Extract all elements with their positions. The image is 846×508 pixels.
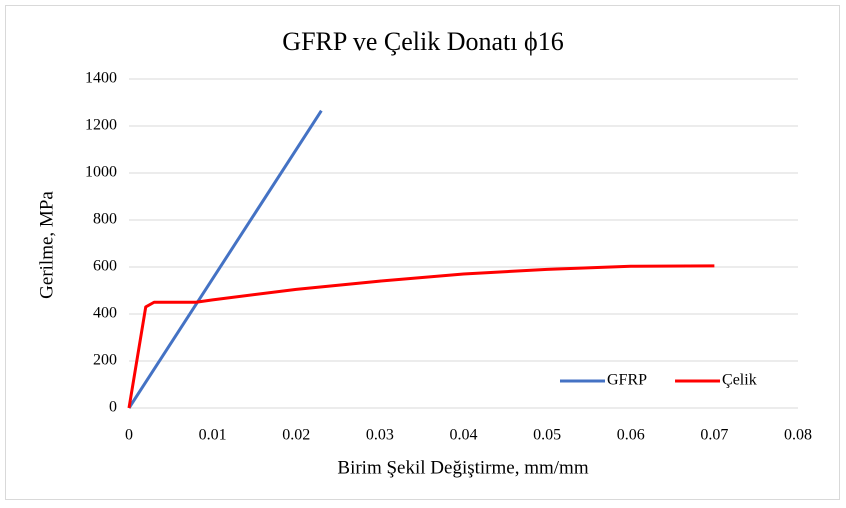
legend-label: GFRP — [607, 372, 647, 389]
x-tick-label: 0.03 — [366, 427, 394, 444]
y-axis-title: Gerilme, MPa — [36, 191, 57, 299]
y-tick-label: 1000 — [85, 164, 117, 181]
y-tick-label: 0 — [109, 399, 117, 416]
x-tick-label: 0.08 — [784, 427, 812, 444]
x-tick-label: 0.07 — [700, 427, 728, 444]
legend-label: Çelik — [722, 372, 757, 389]
y-tick-label: 400 — [93, 305, 117, 322]
chart-title: GFRP ve Çelik Donatı ϕ16 — [282, 27, 563, 56]
x-tick-label: 0.01 — [199, 427, 227, 444]
x-tick-label: 0.06 — [617, 427, 645, 444]
y-tick-label: 200 — [93, 352, 117, 369]
x-tick-label: 0.04 — [450, 427, 478, 444]
y-tick-label: 600 — [93, 258, 117, 275]
x-tick-label: 0.05 — [533, 427, 561, 444]
y-tick-label: 800 — [93, 211, 117, 228]
data-line — [127, 109, 323, 409]
data-line — [127, 264, 715, 409]
chart-frame — [5, 5, 840, 500]
y-tick-label: 1400 — [85, 70, 117, 87]
x-tick-label: 0.02 — [282, 427, 310, 444]
y-tick-label: 1200 — [85, 117, 117, 134]
x-tick-label: 0 — [125, 427, 133, 444]
x-axis-title: Birim Şekil Değiştirme, mm/mm — [337, 457, 588, 478]
